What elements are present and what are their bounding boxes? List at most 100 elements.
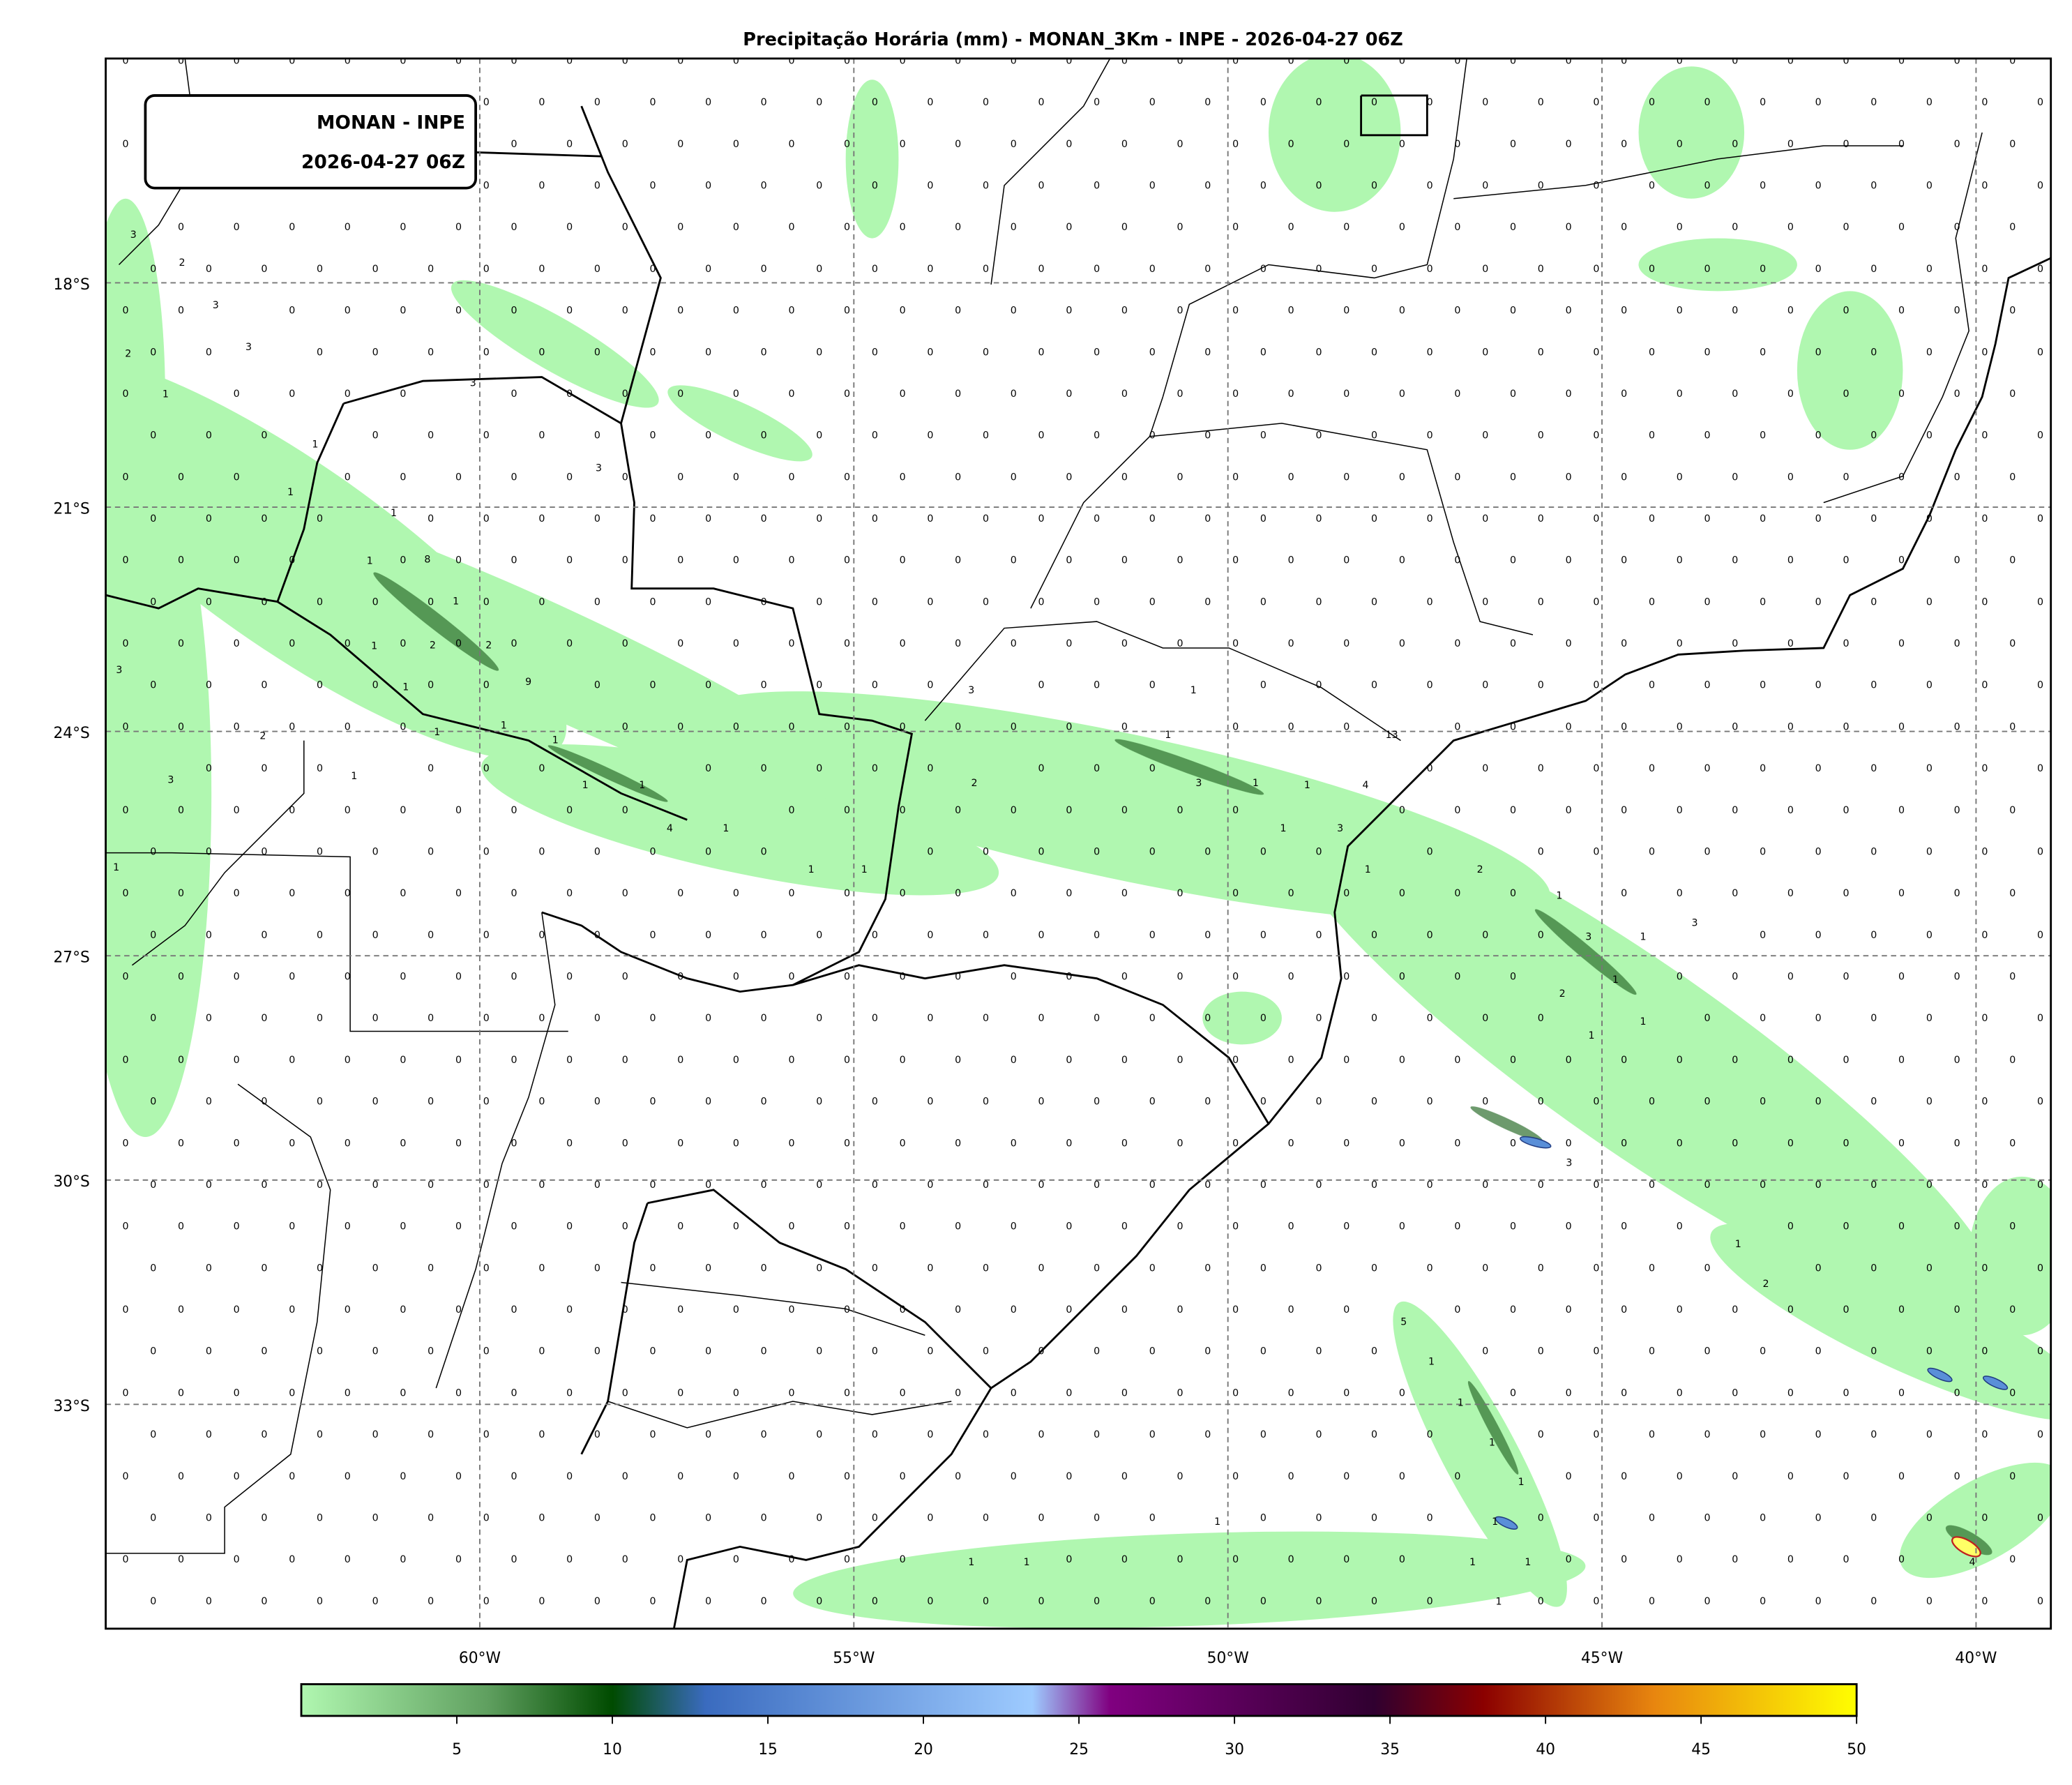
station-value: 0 bbox=[1926, 1429, 1933, 1440]
station-value: 0 bbox=[1593, 1429, 1599, 1440]
station-value: 0 bbox=[649, 930, 656, 941]
station-value: 1 bbox=[402, 682, 409, 693]
colorbar-tick-label: 5 bbox=[452, 1741, 462, 1758]
station-value: 0 bbox=[1066, 306, 1072, 317]
station-value: 0 bbox=[1593, 347, 1599, 358]
station-value: 0 bbox=[1399, 472, 1405, 483]
station-value: 0 bbox=[1704, 1180, 1711, 1191]
station-value: 0 bbox=[345, 1138, 351, 1149]
colorbar-tick-label: 40 bbox=[1536, 1741, 1555, 1758]
station-value: 0 bbox=[1343, 972, 1349, 983]
station-value: 0 bbox=[1732, 55, 1738, 66]
station-value: 0 bbox=[1510, 306, 1516, 317]
station-value: 0 bbox=[1760, 513, 1766, 525]
station-value: 0 bbox=[900, 1304, 906, 1316]
station-value: 0 bbox=[1260, 1097, 1266, 1108]
station-value: 0 bbox=[206, 1512, 212, 1523]
station-value: 0 bbox=[1482, 596, 1488, 608]
station-value: 0 bbox=[1787, 972, 1794, 983]
station-value: 0 bbox=[955, 721, 961, 732]
station-value: 0 bbox=[1649, 1596, 1655, 1607]
station-value: 0 bbox=[538, 1346, 545, 1357]
station-value: 0 bbox=[816, 930, 822, 941]
station-value: 0 bbox=[566, 389, 573, 400]
station-value: 1 bbox=[1525, 1557, 1531, 1568]
station-value: 0 bbox=[1343, 1554, 1349, 1565]
station-value: 0 bbox=[1260, 1429, 1266, 1440]
station-value: 0 bbox=[317, 1512, 323, 1523]
station-value: 0 bbox=[705, 1013, 711, 1024]
station-value: 0 bbox=[649, 1097, 656, 1108]
station-value: 0 bbox=[844, 389, 850, 400]
station-value: 0 bbox=[1954, 1304, 1960, 1316]
station-value: 0 bbox=[2037, 1180, 2043, 1191]
station-value: 0 bbox=[1815, 513, 1822, 525]
station-value: 0 bbox=[1011, 721, 1017, 732]
station-value: 0 bbox=[1482, 181, 1488, 192]
station-value: 0 bbox=[1787, 805, 1794, 816]
station-value: 0 bbox=[677, 721, 683, 732]
station-value: 0 bbox=[345, 1221, 351, 1233]
station-value: 0 bbox=[1843, 888, 1849, 899]
station-value: 0 bbox=[455, 1387, 462, 1399]
station-value-labels: 0 0 0 0 0 0 0 0 0 0 0 0 0 0 0 0 0 0 0 0 0 0 0 0 0 0 0 0 0 0 0 0 0 0 0 0 0 0 0 0… bbox=[113, 55, 2043, 1608]
station-value: 0 bbox=[1454, 1055, 1460, 1066]
station-value: 0 bbox=[261, 1596, 267, 1607]
station-value: 0 bbox=[1926, 1596, 1933, 1607]
station-value: 0 bbox=[1649, 1512, 1655, 1523]
station-value: 0 bbox=[1593, 181, 1599, 192]
chart-title: Precipitação Horária (mm) - MONAN_3Km - … bbox=[743, 29, 1403, 50]
station-value: 0 bbox=[1954, 306, 1960, 317]
station-value: 0 bbox=[428, 1097, 434, 1108]
station-value: 0 bbox=[345, 638, 351, 649]
station-value: 0 bbox=[1482, 1263, 1488, 1274]
station-value: 1 bbox=[312, 439, 318, 450]
station-value: 0 bbox=[261, 680, 267, 691]
station-value: 0 bbox=[1038, 846, 1045, 857]
station-value: 0 bbox=[289, 55, 295, 66]
station-value: 3 bbox=[213, 300, 219, 311]
station-value: 0 bbox=[872, 264, 878, 275]
station-value: 0 bbox=[761, 1180, 767, 1191]
station-value: 0 bbox=[1677, 888, 1683, 899]
station-value: 0 bbox=[872, 1429, 878, 1440]
station-value: 0 bbox=[1704, 680, 1711, 691]
station-value: 1 bbox=[1190, 685, 1197, 696]
station-value: 0 bbox=[1538, 596, 1544, 608]
station-value: 0 bbox=[1288, 638, 1294, 649]
station-value: 0 bbox=[1482, 680, 1488, 691]
station-value: 0 bbox=[1649, 1263, 1655, 1274]
station-value: 0 bbox=[1121, 1055, 1128, 1066]
station-value: 0 bbox=[1177, 55, 1184, 66]
station-value: 0 bbox=[317, 513, 323, 525]
station-value: 1 bbox=[861, 864, 868, 875]
station-value: 0 bbox=[234, 1138, 240, 1149]
station-value: 0 bbox=[1315, 1346, 1322, 1357]
station-value: 0 bbox=[1482, 97, 1488, 108]
station-value: 0 bbox=[844, 721, 850, 732]
station-value: 0 bbox=[455, 1471, 462, 1482]
station-value: 0 bbox=[1593, 430, 1599, 442]
station-value: 0 bbox=[622, 1221, 628, 1233]
station-value: 0 bbox=[1704, 430, 1711, 442]
station-value: 0 bbox=[538, 1596, 545, 1607]
station-value: 0 bbox=[1066, 721, 1072, 732]
station-value: 0 bbox=[761, 1429, 767, 1440]
station-value: 0 bbox=[2037, 680, 2043, 691]
station-value: 0 bbox=[178, 638, 184, 649]
station-value: 0 bbox=[1149, 181, 1156, 192]
station-value: 0 bbox=[705, 596, 711, 608]
station-value: 0 bbox=[1288, 888, 1294, 899]
station-value: 3 bbox=[470, 377, 476, 389]
station-value: 0 bbox=[1149, 1429, 1156, 1440]
station-value: 0 bbox=[1121, 972, 1128, 983]
station-value: 0 bbox=[1677, 222, 1683, 233]
station-value: 0 bbox=[538, 1263, 545, 1274]
station-value: 0 bbox=[1538, 97, 1544, 108]
station-value: 0 bbox=[1926, 763, 1933, 774]
station-value: 0 bbox=[1399, 1055, 1405, 1066]
station-value: 0 bbox=[2037, 763, 2043, 774]
station-value: 0 bbox=[1371, 1013, 1377, 1024]
station-value: 0 bbox=[955, 1471, 961, 1482]
